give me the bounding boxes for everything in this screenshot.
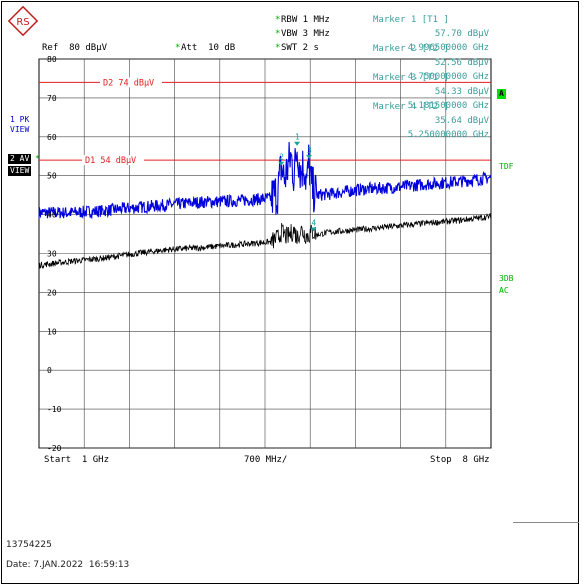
series-pk-trace — [38, 141, 492, 220]
y-tick-label: 60 — [47, 133, 57, 142]
marker-2-point — [278, 161, 285, 166]
3db-label: 3DB — [499, 274, 514, 283]
capture-date: Date: 7.JAN.2022 16:59:13 — [6, 560, 130, 570]
marker-3-frequency: 5.181500000 GHz — [407, 101, 489, 111]
logo-diamond — [7, 5, 39, 37]
y-tick-label: 50 — [47, 172, 57, 181]
attenuation: Att 10 dB — [181, 43, 236, 53]
limit-label-d2: D2 74 dBµV — [103, 78, 154, 88]
marker-4-point — [310, 227, 317, 232]
marker-2-title: Marker 2 [T2 ] — [373, 44, 449, 54]
marker-2-level: 52.56 dBµV — [434, 58, 489, 68]
trace1-mode: VIEW — [10, 125, 30, 134]
att-star: * — [175, 43, 181, 53]
logo-text: RS — [16, 17, 29, 28]
marker-3-title: Marker 3 [T1 ] — [373, 73, 449, 83]
vbw: VBW 3 MHz — [281, 29, 330, 39]
limit-lines: D2 74 dBµV D1 54 dBµV — [39, 77, 491, 166]
y-tick-label: 70 — [47, 94, 57, 103]
y-tick-label: -20 — [47, 444, 62, 453]
screenshot-id: 13754225 — [6, 540, 52, 550]
series-layer — [38, 141, 492, 269]
marker-3-level: 54.33 dBµV — [434, 87, 489, 97]
marker-3-point — [306, 154, 313, 159]
y-tick-label: 80 — [47, 55, 57, 64]
y-tick-labels: 80 70 60 50 40 30 20 10 0 -10 -20 — [47, 55, 62, 453]
rbw-star: * — [275, 15, 281, 25]
marker-1-title: Marker 1 [T1 ] — [373, 15, 449, 25]
series-av-trace — [38, 212, 492, 269]
marker-3-label: 3 — [307, 146, 312, 155]
chart-grid — [38, 58, 492, 449]
marker-layer: 1 2 3 4 — [278, 133, 317, 232]
stop-frequency: Stop 8 GHz — [430, 455, 490, 465]
marker-2-frequency: 4.750000000 GHz — [407, 72, 489, 82]
y-tick-label: 10 — [47, 327, 57, 336]
trace1-label: 1 PK — [10, 115, 30, 124]
y-tick-label: -10 — [47, 405, 62, 414]
marker-4-label: 4 — [311, 219, 316, 228]
tdf-label: TDF — [499, 162, 514, 171]
start-frequency: Start 1 GHz — [44, 455, 110, 465]
vbw-star: * — [275, 29, 281, 39]
marker-4-level: 35.64 dBµV — [434, 116, 489, 126]
limit-label-bg — [82, 155, 144, 166]
rbw: RBW 1 MHz — [281, 15, 330, 25]
marker-2-label: 2 — [279, 153, 284, 162]
trace2-mode: VIEW — [8, 166, 32, 176]
marker-1-level: 57.70 dBµV — [434, 29, 489, 39]
frequency-per-division: 700 MHz/ — [244, 455, 288, 465]
marker-4-frequency: 5.250000000 GHz — [407, 130, 489, 140]
marker-1-frequency: 4.996500000 GHz — [407, 43, 489, 53]
marker-1-point — [294, 141, 301, 146]
y-tick-label: 0 — [47, 366, 52, 375]
y-tick-label: 20 — [47, 288, 57, 297]
trace2-label: 2 AV — [8, 154, 32, 164]
marker-1-label: 1 — [295, 133, 300, 142]
marker-4-title: Marker 4 [T2 ] — [373, 102, 449, 112]
ac-label: AC — [499, 286, 509, 295]
swt-star: * — [275, 43, 281, 53]
a-badge: A — [497, 89, 506, 99]
y-tick-label: 30 — [47, 250, 57, 259]
ref-level: Ref 80 dBµV — [42, 43, 108, 53]
limit-label-bg — [100, 77, 162, 88]
divider-line — [513, 522, 579, 523]
trace2-star: * — [35, 154, 40, 163]
rs-logo: RS — [7, 5, 39, 37]
sweep-time: SWT 2 s — [281, 43, 319, 53]
y-tick-label: 40 — [47, 211, 57, 220]
limit-label-d1: D1 54 dBµV — [85, 156, 136, 166]
